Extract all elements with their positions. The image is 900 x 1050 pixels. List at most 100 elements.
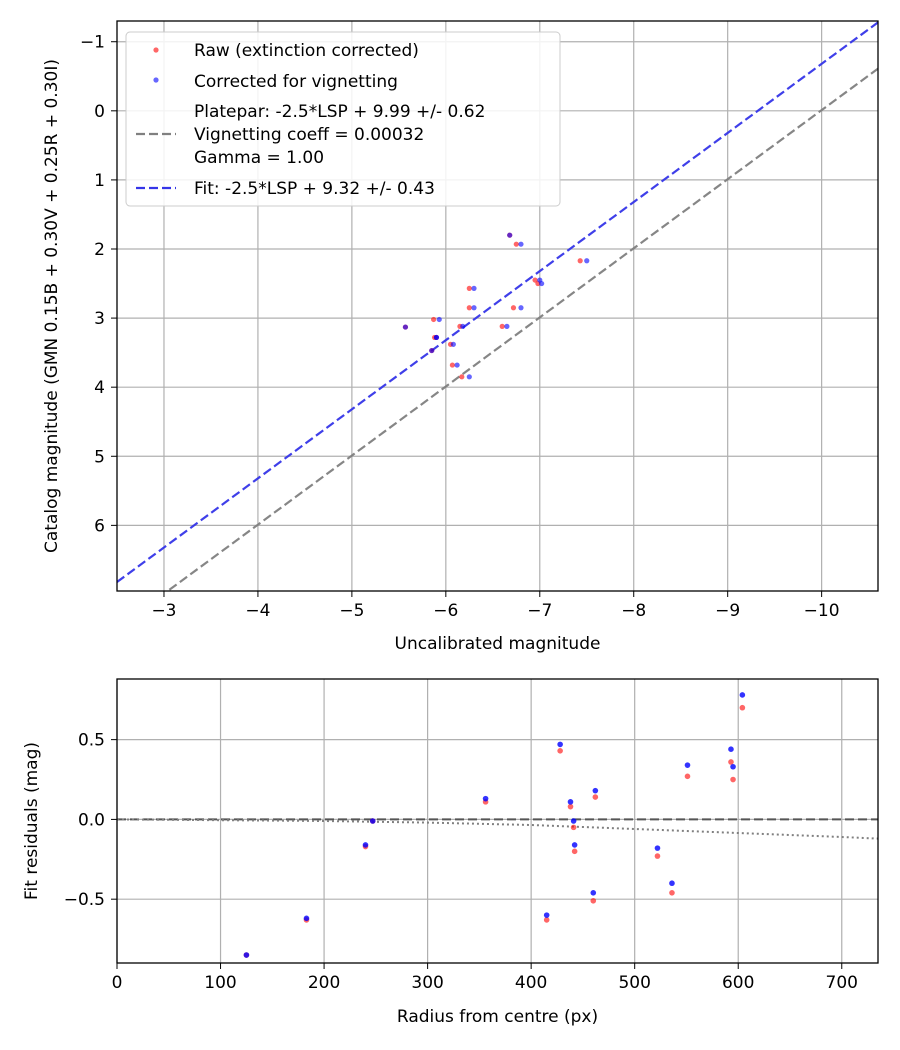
raw-residual-point	[543, 917, 550, 923]
top-y-tick-label: 0	[94, 102, 105, 122]
raw-residual-point	[571, 848, 578, 855]
legend-raw-label: Raw (extinction corrected)	[194, 41, 419, 61]
corrected-data-point	[402, 324, 409, 330]
corrected-residual-point	[482, 795, 489, 802]
platepar-fit-line	[165, 67, 878, 591]
corrected-data-point	[518, 241, 524, 247]
fit-line	[117, 21, 878, 583]
top-y-tick-label: −1	[80, 33, 105, 53]
corrected-residual-point	[730, 763, 736, 770]
bottom-x-tick-label: 0	[112, 973, 123, 993]
raw-residual-point	[590, 897, 597, 904]
bottom-x-tick-label: 600	[722, 973, 754, 993]
top-y-axis-label: Catalog magnitude (GMN 0.15B + 0.30V + 0…	[42, 59, 62, 553]
raw-data-point	[510, 305, 517, 311]
corrected-residual-point	[243, 952, 250, 958]
corrected-data-point	[466, 374, 472, 380]
corrected-data-point	[507, 232, 513, 238]
top-y-tick-label: 2	[94, 240, 105, 260]
legend-platepar-label: Vignetting coeff = 0.00032	[194, 125, 424, 145]
bottom-x-tick-label: 300	[411, 973, 443, 993]
top-axes-frame	[116, 20, 879, 592]
corrected-data-point	[504, 323, 510, 329]
corrected-residual-point	[543, 912, 550, 918]
raw-residual-point	[669, 889, 675, 896]
corrected-data-point	[539, 280, 545, 287]
corrected-residual-point	[684, 762, 691, 768]
corrected-residual-point	[567, 799, 574, 805]
corrected-residual-point	[303, 915, 310, 922]
raw-residual-point	[654, 853, 661, 859]
corrected-residual-point	[739, 692, 746, 698]
top-x-tick-label: −4	[245, 601, 270, 621]
corrected-residual-point	[369, 818, 376, 824]
top-x-tick-label: −8	[621, 601, 646, 621]
raw-data-point	[459, 374, 465, 380]
vignetting-curve	[117, 818, 878, 840]
raw-residual-point	[570, 824, 577, 831]
bottom-y-tick-label: 0.5	[78, 731, 105, 751]
top-x-tick-label: −7	[527, 601, 552, 621]
legend-corrected-marker	[153, 77, 159, 83]
corrected-residual-point	[592, 787, 599, 794]
corrected-residual-point	[362, 842, 369, 848]
top-x-tick-label: −10	[804, 601, 840, 621]
corrected-residual-point	[728, 746, 734, 753]
legend-raw-marker	[153, 47, 159, 53]
top-y-tick-label: 6	[94, 516, 105, 536]
raw-data-point	[532, 277, 538, 283]
raw-residual-point	[567, 803, 574, 810]
corrected-residual-point	[557, 741, 563, 748]
legend-platepar-label: Gamma = 1.00	[194, 148, 324, 168]
top-y-tick-label: 5	[94, 447, 105, 467]
top-y-tick-label: 4	[94, 378, 105, 398]
corrected-residual-point	[654, 845, 661, 851]
top-x-tick-label: −3	[151, 601, 176, 621]
corrected-residual-point	[590, 889, 597, 896]
bottom-plot: 0 100 200 300 400 500 600 700 −0.5 0.0 0.5 Radius f…	[22, 678, 879, 1027]
legend-fit-label: Fit: -2.5*LSP + 9.32 +/- 0.43	[194, 179, 435, 199]
raw-residual-point	[730, 776, 736, 783]
legend-corrected-label: Corrected for vignetting	[194, 72, 398, 92]
legend-platepar-label: Platepar: -2.5*LSP + 9.99 +/- 0.62	[194, 102, 485, 122]
corrected-residual-point	[669, 880, 675, 887]
bottom-x-tick-label: 100	[204, 973, 236, 993]
corrected-data-point	[471, 305, 477, 311]
bottom-x-axis-label: Radius from centre (px)	[397, 1007, 598, 1027]
corrected-data-point	[454, 362, 460, 368]
corrected-data-point	[584, 258, 590, 264]
corrected-data-point	[433, 334, 440, 341]
corrected-data-point	[460, 323, 466, 329]
raw-data-point	[513, 241, 519, 247]
raw-data-point	[431, 316, 437, 323]
top-x-tick-label: −6	[433, 601, 458, 621]
top-y-tick-label: 1	[94, 171, 105, 191]
legend-box	[125, 31, 561, 207]
raw-residual-point	[728, 759, 734, 765]
raw-residual-point	[592, 794, 599, 800]
bottom-y-tick-label: 0.0	[78, 810, 105, 830]
top-x-tick-label: −9	[715, 601, 740, 621]
corrected-data-point	[471, 285, 477, 291]
raw-residual-point	[739, 704, 746, 711]
bottom-x-tick-label: 200	[308, 973, 340, 993]
corrected-data-point	[518, 305, 524, 311]
corrected-residual-point	[571, 842, 578, 848]
bottom-x-tick-label: 500	[618, 973, 650, 993]
corrected-data-point	[436, 316, 442, 323]
bottom-y-tick-label: −0.5	[64, 890, 105, 910]
top-y-tick-label: 3	[94, 309, 105, 329]
raw-data-point	[466, 305, 472, 311]
raw-residual-point	[557, 747, 563, 754]
bottom-plot-area	[117, 692, 878, 958]
top-x-axis-label: Uncalibrated magnitude	[395, 634, 601, 654]
raw-data-point	[449, 362, 456, 368]
corrected-residual-point	[570, 818, 577, 824]
raw-data-point	[499, 323, 505, 329]
raw-data-point	[577, 258, 583, 264]
bottom-x-tick-label: 400	[515, 973, 547, 993]
corrected-data-point	[450, 341, 456, 347]
top-plot-area	[117, 21, 878, 591]
corrected-data-point	[429, 347, 435, 354]
